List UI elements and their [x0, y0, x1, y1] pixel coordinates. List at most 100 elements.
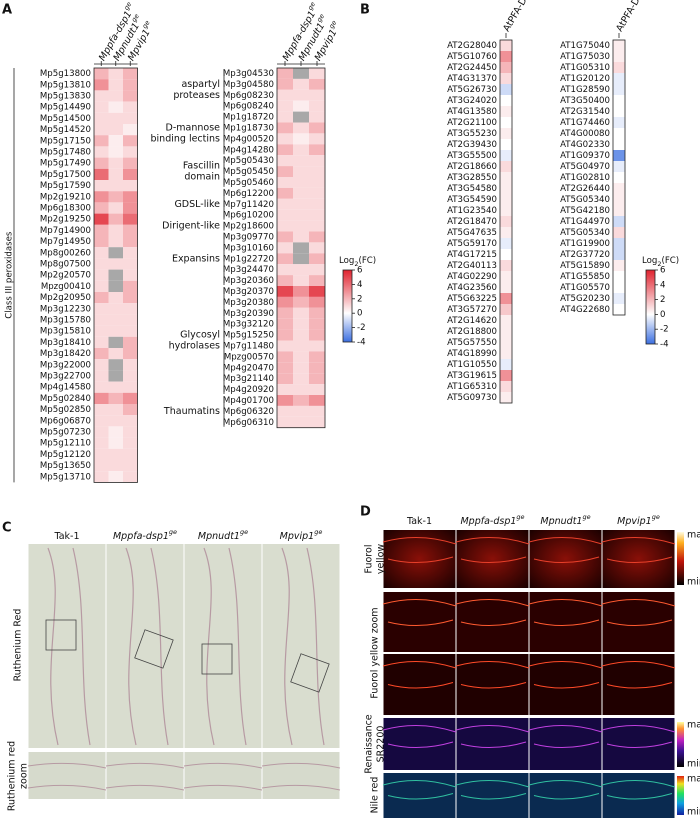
gene-label: Mp5g13650	[40, 461, 91, 471]
gene-label: AT5G09730	[447, 393, 497, 403]
heatmap-cell	[277, 416, 293, 428]
gene-label: Mp3g22000	[40, 360, 91, 370]
gene-label: AT2G37720	[560, 250, 610, 260]
column-sup: ge	[315, 13, 326, 24]
column-header: Tak-1	[406, 516, 432, 527]
heatmap-cell	[277, 307, 293, 319]
micrograph	[106, 544, 184, 748]
heatmap-cell	[123, 303, 138, 315]
gene-label: Mp5g17490	[40, 159, 91, 169]
heatmap-cell	[94, 471, 109, 483]
gene-label: Mp5g02840	[40, 394, 91, 404]
column-sup: ge	[122, 1, 133, 12]
tissue-outline	[281, 547, 325, 746]
gene-label: Mp8g07500	[40, 260, 91, 270]
micrograph-zoom	[262, 752, 340, 799]
gene-label: AT3G19615	[447, 371, 497, 381]
heatmap-cell	[108, 426, 123, 438]
heatmap-cell	[309, 209, 325, 221]
heatmap-cell	[309, 166, 325, 177]
heatmap-cell	[293, 122, 309, 134]
heatmap-cell	[123, 292, 138, 304]
heatmap-cell	[94, 448, 109, 460]
gene-label: AT4G22680	[560, 305, 610, 315]
heatmap-cell	[613, 106, 625, 117]
gene-label: Mp3g18410	[40, 338, 91, 348]
gene-label: AT2G18660	[447, 162, 497, 172]
heatmap-cell	[94, 79, 109, 91]
heatmap-cell	[613, 172, 625, 183]
gene-label: Mp3g12230	[40, 304, 91, 314]
column-sup: ge	[582, 513, 590, 521]
heatmap-cell	[309, 307, 325, 319]
heatmap-cell	[613, 194, 625, 205]
heatmap-cell	[108, 247, 123, 259]
heatmap-cell	[293, 329, 309, 341]
tissue-outline	[47, 547, 91, 746]
gene-label: Mp3g04530	[223, 69, 274, 79]
gene-label: Mp6g12200	[223, 189, 274, 199]
gene-label: Mpzg00570	[224, 352, 274, 362]
heatmap-cell	[277, 373, 293, 385]
heatmap-cell	[123, 359, 138, 371]
heatmap-cell	[613, 238, 625, 249]
gene-label: Mp6g06870	[40, 416, 91, 426]
gene-label: Mp5g13810	[40, 80, 91, 90]
colorbar-tick-label: 0	[357, 309, 362, 319]
gene-label: AT5G57550	[447, 338, 497, 348]
heatmap-cell	[108, 448, 123, 460]
colorbar-title-suffix: (FC)	[359, 256, 377, 266]
heatmap-cell	[94, 314, 109, 326]
heatmap-cell	[293, 220, 309, 232]
heatmap-cell	[613, 282, 625, 293]
heatmap-cell	[500, 381, 512, 392]
column-header: Tak-1	[53, 531, 79, 542]
heatmap-cell	[277, 242, 293, 254]
heatmap-cell	[277, 144, 293, 156]
heatmap-cell	[94, 247, 109, 259]
heatmap-cell	[293, 275, 309, 286]
heatmap-cell	[500, 359, 512, 370]
heatmap-cell	[613, 73, 625, 84]
column-name: Tak-1	[406, 516, 432, 527]
gene-label: Mp5g17500	[40, 170, 91, 180]
heatmap-cell	[123, 224, 138, 236]
heatmap-cell	[309, 122, 325, 134]
heatmap-cell	[293, 111, 309, 123]
heatmap-cell	[500, 238, 512, 249]
column-sup: ge	[240, 528, 248, 536]
gene-label: Mp5g05460	[223, 178, 274, 188]
heatmap-cell	[123, 460, 138, 472]
colorbar	[342, 269, 353, 343]
heatmap-cell	[293, 187, 309, 199]
heatmap-cell	[108, 314, 123, 326]
cell-walls	[455, 598, 530, 627]
gene-label: AT3G54580	[447, 184, 497, 194]
gene-label: AT5G20230	[560, 294, 610, 304]
colorbar-title: Log2(FC)	[339, 256, 376, 269]
heatmap-cell	[309, 373, 325, 385]
heatmap-cell	[108, 258, 123, 270]
gene-label: Mp6g10200	[223, 211, 274, 221]
micrograph	[28, 544, 106, 748]
colorbar-title-sub: 2	[657, 260, 661, 268]
heatmap-frame	[499, 39, 513, 404]
heatmap-cell	[108, 359, 123, 371]
heatmap-cell	[500, 348, 512, 359]
gene-label: Mp6g08230	[223, 91, 274, 101]
heatmap-cell	[613, 205, 625, 216]
heatmap-cell	[613, 249, 625, 260]
gene-label: AT1G44970	[560, 217, 610, 227]
scale-label: min	[687, 577, 700, 588]
cell-walls	[382, 660, 457, 689]
heatmap-cell	[500, 326, 512, 337]
colorbar-title: Log2(FC)	[642, 256, 679, 269]
gene-label: Mp2g18600	[223, 222, 274, 232]
scale-label: max	[687, 774, 700, 785]
heatmap-cell	[613, 84, 625, 95]
heatmap-cell	[309, 296, 325, 308]
heatmap-cell	[277, 264, 293, 276]
column-header: Mpnudt1ge	[540, 513, 590, 527]
gene-label: AT4G02330	[560, 140, 610, 150]
heatmap-cell	[123, 236, 138, 248]
